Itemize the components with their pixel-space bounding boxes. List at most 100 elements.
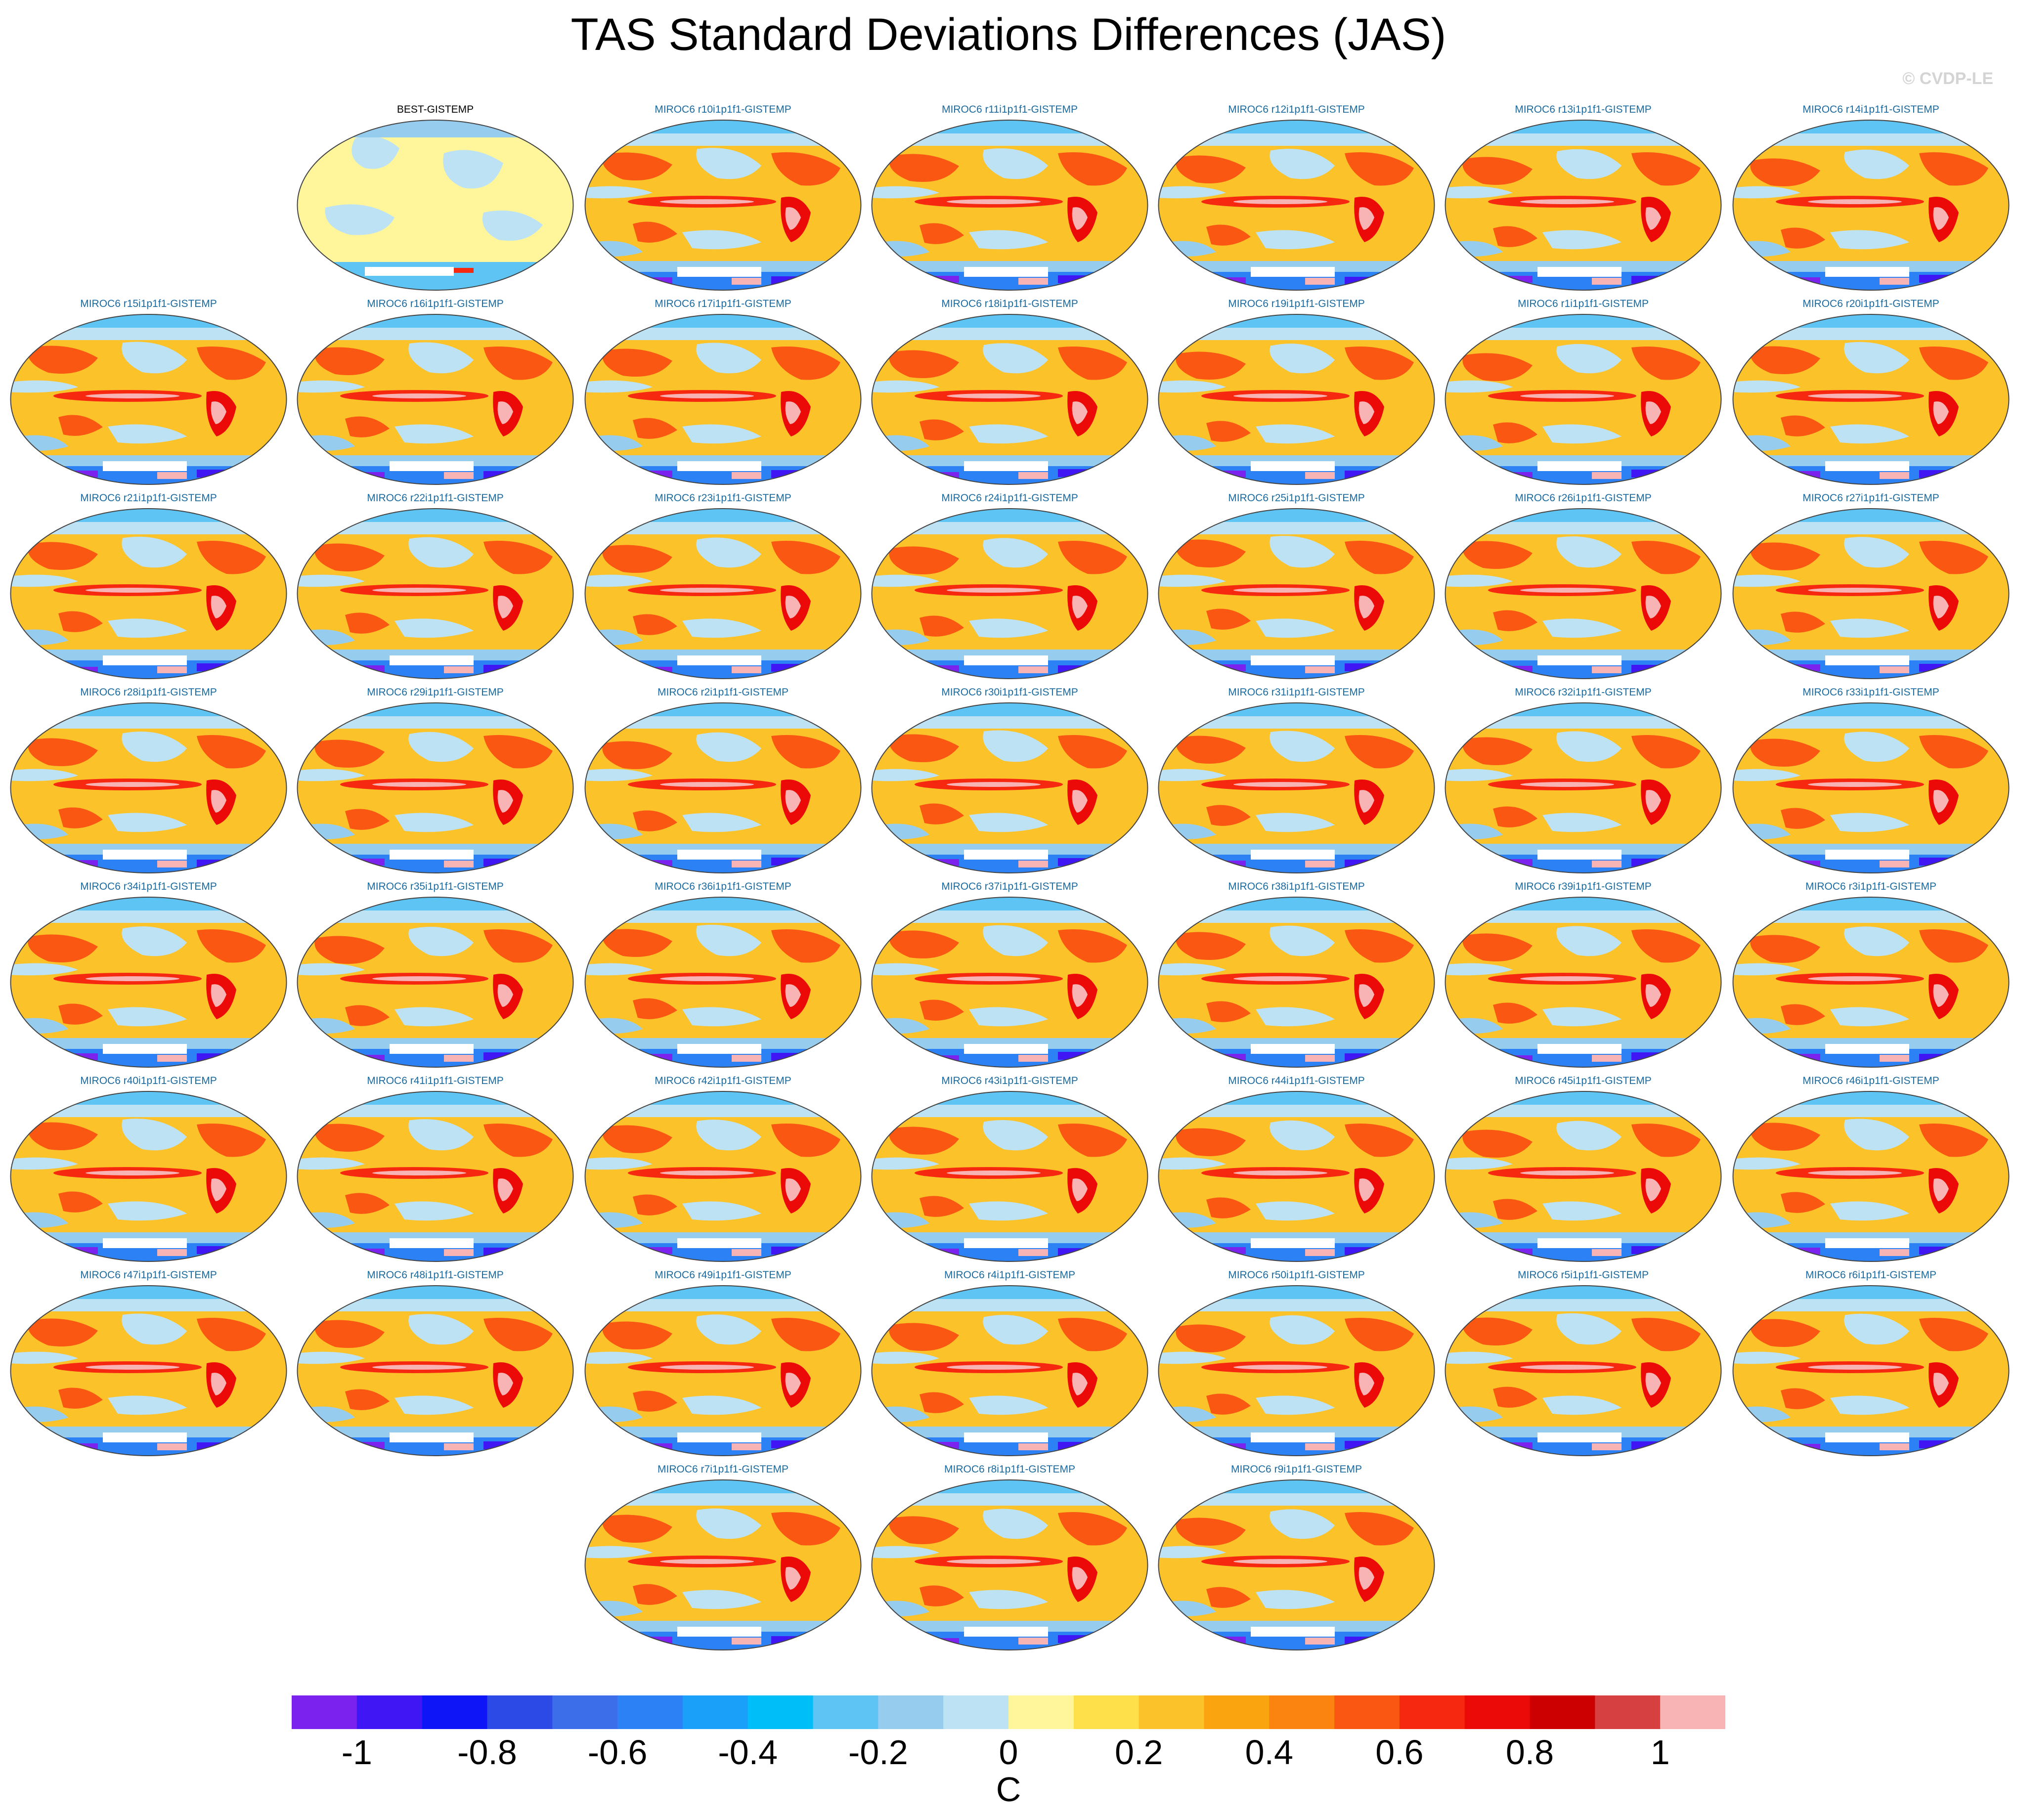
map-panel: MIROC6 r3i1p1f1-GISTEMP: [1731, 881, 2011, 1069]
colorbar-swatch: [878, 1695, 944, 1729]
panel-title: MIROC6 r39i1p1f1-GISTEMP: [1515, 881, 1652, 892]
credit-watermark: © CVDP-LE: [1902, 69, 1993, 88]
panel-title: MIROC6 r42i1p1f1-GISTEMP: [655, 1075, 791, 1086]
colorbar-swatch: [813, 1695, 878, 1729]
figure-title: TAS Standard Deviations Differences (JAS…: [570, 9, 1447, 60]
colorbar-tick-label: 0.4: [1245, 1733, 1293, 1772]
map-panel: MIROC6 r26i1p1f1-GISTEMP: [1444, 492, 1723, 680]
panel-title: MIROC6 r12i1p1f1-GISTEMP: [1228, 104, 1365, 115]
map-panel: MIROC6 r44i1p1f1-GISTEMP: [1157, 1075, 1436, 1263]
panel-title: MIROC6 r5i1p1f1-GISTEMP: [1518, 1269, 1649, 1281]
map-panel: MIROC6 r8i1p1f1-GISTEMP: [870, 1464, 1149, 1651]
map-panel: MIROC6 r38i1p1f1-GISTEMP: [1157, 881, 1436, 1069]
panel-title: MIROC6 r8i1p1f1-GISTEMP: [944, 1464, 1075, 1475]
colorbar-tick-label: -0.2: [848, 1733, 908, 1772]
map-panel: MIROC6 r1i1p1f1-GISTEMP: [1444, 298, 1723, 486]
map-panel: MIROC6 r30i1p1f1-GISTEMP: [870, 687, 1149, 874]
map-panel: MIROC6 r48i1p1f1-GISTEMP: [296, 1269, 575, 1457]
map-panel: MIROC6 r19i1p1f1-GISTEMP: [1157, 298, 1436, 486]
panel-title: MIROC6 r24i1p1f1-GISTEMP: [941, 492, 1078, 504]
map-panel: MIROC6 r21i1p1f1-GISTEMP: [9, 492, 288, 680]
panel-title: MIROC6 r31i1p1f1-GISTEMP: [1228, 687, 1365, 698]
map-panel: MIROC6 r17i1p1f1-GISTEMP: [583, 298, 863, 486]
map-panel: MIROC6 r14i1p1f1-GISTEMP: [1731, 104, 2011, 292]
panel-title: MIROC6 r15i1p1f1-GISTEMP: [80, 298, 217, 309]
panel-title: MIROC6 r41i1p1f1-GISTEMP: [367, 1075, 504, 1086]
colorbar-swatch: [943, 1695, 1009, 1729]
colorbar-swatch: [356, 1695, 423, 1729]
map-panel: MIROC6 r12i1p1f1-GISTEMP: [1157, 104, 1436, 292]
map-panel: MIROC6 r22i1p1f1-GISTEMP: [296, 492, 575, 680]
panel-title: MIROC6 r19i1p1f1-GISTEMP: [1228, 298, 1365, 309]
colorbar-tick-label: 1: [1650, 1733, 1670, 1772]
map-panel: MIROC6 r40i1p1f1-GISTEMP: [9, 1075, 288, 1263]
map-panel: MIROC6 r29i1p1f1-GISTEMP: [296, 687, 575, 874]
panel-title: MIROC6 r45i1p1f1-GISTEMP: [1515, 1075, 1652, 1086]
panel-title: MIROC6 r47i1p1f1-GISTEMP: [80, 1269, 217, 1281]
colorbar-swatch: [617, 1695, 683, 1729]
panel-title: MIROC6 r17i1p1f1-GISTEMP: [655, 298, 791, 309]
panel-title: MIROC6 r28i1p1f1-GISTEMP: [80, 687, 217, 698]
panel-title: MIROC6 r26i1p1f1-GISTEMP: [1515, 492, 1652, 504]
colorbar-swatch: [1073, 1695, 1140, 1729]
map-panel: MIROC6 r46i1p1f1-GISTEMP: [1731, 1075, 2011, 1263]
panel-title: MIROC6 r2i1p1f1-GISTEMP: [658, 687, 789, 698]
panel-title: MIROC6 r3i1p1f1-GISTEMP: [1805, 881, 1936, 892]
panel-title: MIROC6 r48i1p1f1-GISTEMP: [367, 1269, 504, 1281]
colorbar-units: C: [996, 1770, 1021, 1809]
map-panel: MIROC6 r24i1p1f1-GISTEMP: [870, 492, 1149, 680]
panel-title: MIROC6 r35i1p1f1-GISTEMP: [367, 881, 504, 892]
colorbar-swatch: [1008, 1695, 1074, 1729]
colorbar-tick-label: 0.8: [1505, 1733, 1554, 1772]
colorbar-swatch: [747, 1695, 814, 1729]
panel-title: MIROC6 r23i1p1f1-GISTEMP: [655, 492, 791, 504]
map-panel: MIROC6 r18i1p1f1-GISTEMP: [870, 298, 1149, 486]
map-panel: MIROC6 r2i1p1f1-GISTEMP: [583, 687, 863, 874]
colorbar-tick-label: 0.6: [1375, 1733, 1424, 1772]
colorbar-swatch: [1595, 1695, 1661, 1729]
panel-title: MIROC6 r25i1p1f1-GISTEMP: [1228, 492, 1365, 504]
map-panel: MIROC6 r13i1p1f1-GISTEMP: [1444, 104, 1723, 292]
colorbar-swatch: [1269, 1695, 1335, 1729]
panel-title: MIROC6 r38i1p1f1-GISTEMP: [1228, 881, 1365, 892]
panel-title: MIROC6 r16i1p1f1-GISTEMP: [367, 298, 504, 309]
panel-title: MIROC6 r43i1p1f1-GISTEMP: [941, 1075, 1078, 1086]
map-panel: MIROC6 r25i1p1f1-GISTEMP: [1157, 492, 1436, 680]
panel-title: MIROC6 r30i1p1f1-GISTEMP: [941, 687, 1078, 698]
colorbar-tick-label: -0.6: [587, 1733, 648, 1772]
panel-title: MIROC6 r1i1p1f1-GISTEMP: [1518, 298, 1649, 309]
map-panel: MIROC6 r4i1p1f1-GISTEMP: [870, 1269, 1149, 1457]
panel-title: MIROC6 r32i1p1f1-GISTEMP: [1515, 687, 1652, 698]
colorbar-tick-label: -0.8: [457, 1733, 517, 1772]
colorbar-swatch: [292, 1695, 357, 1729]
map-panel: MIROC6 r11i1p1f1-GISTEMP: [870, 104, 1149, 292]
panel-title: MIROC6 r14i1p1f1-GISTEMP: [1802, 104, 1939, 115]
panel-title: MIROC6 r6i1p1f1-GISTEMP: [1805, 1269, 1936, 1281]
panel-title: MIROC6 r46i1p1f1-GISTEMP: [1802, 1075, 1939, 1086]
map-panel: MIROC6 r39i1p1f1-GISTEMP: [1444, 881, 1723, 1069]
map-panel: MIROC6 r28i1p1f1-GISTEMP: [9, 687, 288, 874]
map-panel: MIROC6 r16i1p1f1-GISTEMP: [296, 298, 575, 486]
colorbar-swatch: [487, 1695, 553, 1729]
panel-title: MIROC6 r37i1p1f1-GISTEMP: [941, 881, 1078, 892]
panel-title: MIROC6 r18i1p1f1-GISTEMP: [941, 298, 1078, 309]
colorbar-swatch: [1139, 1695, 1204, 1729]
map-panel: MIROC6 r31i1p1f1-GISTEMP: [1157, 687, 1436, 874]
map-panel: MIROC6 r33i1p1f1-GISTEMP: [1731, 687, 2011, 874]
colorbar-tick-label: 0.2: [1114, 1733, 1163, 1772]
colorbar-swatch: [1660, 1695, 1725, 1729]
map-panel: MIROC6 r42i1p1f1-GISTEMP: [583, 1075, 863, 1263]
map-panel: MIROC6 r41i1p1f1-GISTEMP: [296, 1075, 575, 1263]
colorbar-swatch: [1464, 1695, 1531, 1729]
panel-title: MIROC6 r20i1p1f1-GISTEMP: [1802, 298, 1939, 309]
panel-title: MIROC6 r50i1p1f1-GISTEMP: [1228, 1269, 1365, 1281]
map-panel: MIROC6 r35i1p1f1-GISTEMP: [296, 881, 575, 1069]
colorbar-tick-label: -0.4: [718, 1733, 778, 1772]
panel-title: MIROC6 r44i1p1f1-GISTEMP: [1228, 1075, 1365, 1086]
panel-title: MIROC6 r36i1p1f1-GISTEMP: [655, 881, 791, 892]
map-panel: MIROC6 r6i1p1f1-GISTEMP: [1731, 1269, 2011, 1457]
panel-title: MIROC6 r27i1p1f1-GISTEMP: [1802, 492, 1939, 504]
map-panel: MIROC6 r32i1p1f1-GISTEMP: [1444, 687, 1723, 874]
panel-title: MIROC6 r49i1p1f1-GISTEMP: [655, 1269, 791, 1281]
panel-title: MIROC6 r40i1p1f1-GISTEMP: [80, 1075, 217, 1086]
